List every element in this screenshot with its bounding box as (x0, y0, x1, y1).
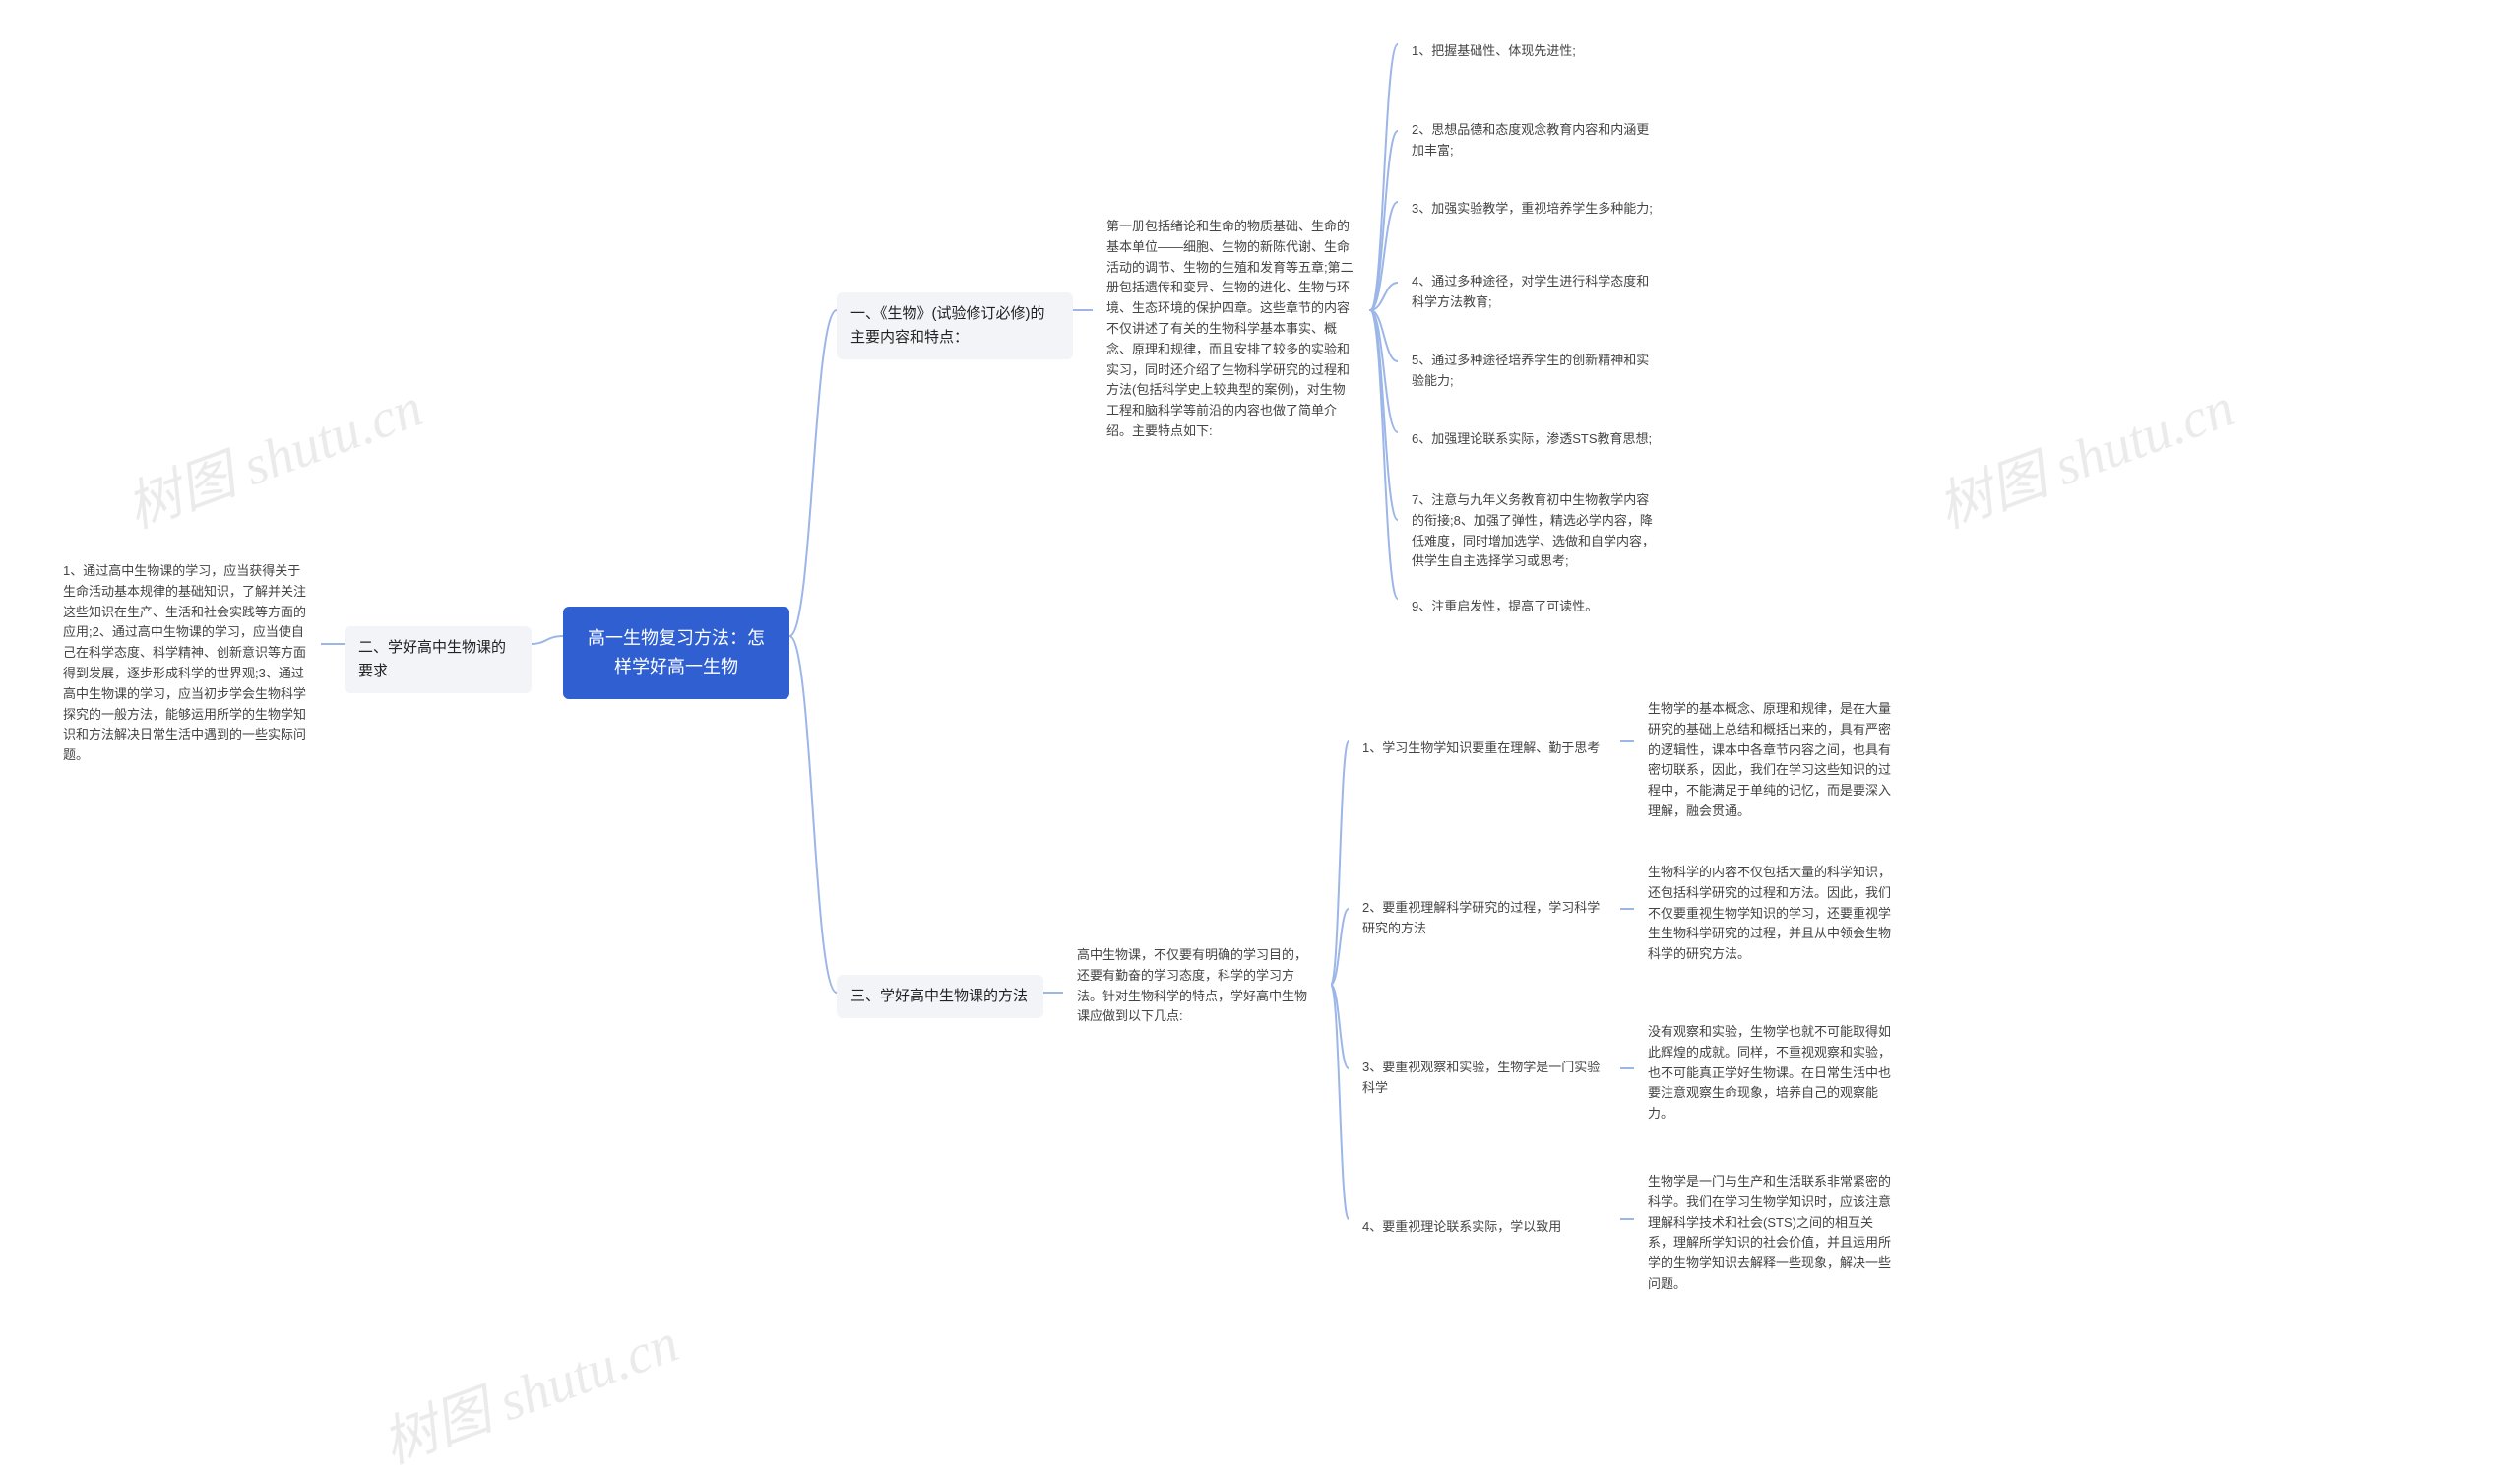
branch-1-child-2: 2、思想品德和态度观念教育内容和内涵更加丰富; (1398, 110, 1673, 171)
branch-3-child-1-title: 1、学习生物学知识要重在理解、勤于思考 (1349, 729, 1620, 769)
branch-1-desc: 第一册包括绪论和生命的物质基础、生命的基本单位——细胞、生物的新陈代谢、生命活动… (1093, 207, 1368, 452)
branch-1-child-1: 1、把握基础性、体现先进性; (1398, 32, 1590, 72)
branch-1-child-8: 9、注重启发性，提高了可读性。 (1398, 587, 1611, 627)
branch-3-child-1-desc: 生物学的基本概念、原理和规律，是在大量研究的基础上总结和概括出来的，具有严密的逻… (1634, 689, 1910, 832)
branch-1-child-3: 3、加强实验教学，重视培养学生多种能力; (1398, 189, 1667, 229)
branch-3-desc: 高中生物课，不仅要有明确的学习目的，还要有勤奋的学习态度，科学的学习方法。针对生… (1063, 935, 1331, 1037)
watermark-3: 树图 shutu.cn (370, 1299, 688, 1479)
watermark-1: 树图 shutu.cn (114, 363, 432, 545)
branch-3-child-3-title: 3、要重视观察和实验，生物学是一门实验科学 (1349, 1048, 1620, 1109)
branch-2-desc: 1、通过高中生物课的学习，应当获得关于生命活动基本规律的基础知识，了解并关注这些… (49, 551, 321, 776)
branch-1-title: 一、《生物》(试验修订必修)的主要内容和特点： (837, 292, 1073, 359)
branch-1-child-6: 6、加强理论联系实际，渗透STS教育思想; (1398, 419, 1666, 460)
branch-2-title: 二、学好高中生物课的要求 (345, 626, 532, 693)
branch-1-child-4: 4、通过多种途径，对学生进行科学态度和科学方法教育; (1398, 262, 1673, 323)
branch-3-child-4-title: 4、要重视理论联系实际，学以致用 (1349, 1207, 1620, 1248)
branch-3-title: 三、学好高中生物课的方法 (837, 975, 1043, 1018)
branch-1-child-7: 7、注意与九年义务教育初中生物教学内容的衔接;8、加强了弹性，精选必学内容，降低… (1398, 481, 1673, 582)
branch-1-child-5: 5、通过多种途径培养学生的创新精神和实验能力; (1398, 341, 1673, 402)
watermark-2: 树图 shutu.cn (1925, 363, 2243, 545)
branch-3-child-4-desc: 生物学是一门与生产和生活联系非常紧密的科学。我们在学习生物学知识时，应该注意理解… (1634, 1162, 1910, 1305)
mindmap-root: 高一生物复习方法：怎样学好高一生物 (563, 607, 789, 699)
branch-3-child-3-desc: 没有观察和实验，生物学也就不可能取得如此辉煌的成就。同样，不重视观察和实验，也不… (1634, 1012, 1910, 1134)
branch-3-child-2-title: 2、要重视理解科学研究的过程，学习科学研究的方法 (1349, 888, 1620, 949)
branch-3-child-2-desc: 生物科学的内容不仅包括大量的科学知识，还包括科学研究的过程和方法。因此，我们不仅… (1634, 853, 1910, 975)
